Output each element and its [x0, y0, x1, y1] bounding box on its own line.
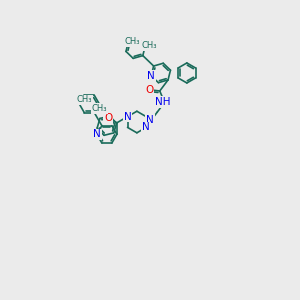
Text: N: N — [124, 112, 131, 122]
Text: O: O — [104, 113, 112, 123]
Text: CH₃: CH₃ — [124, 37, 140, 46]
Text: CH₃: CH₃ — [76, 95, 92, 104]
Text: CH₃: CH₃ — [92, 104, 107, 113]
Text: N: N — [146, 115, 154, 125]
Text: N: N — [147, 71, 155, 81]
Text: O: O — [145, 85, 153, 95]
Text: N: N — [142, 122, 150, 132]
Text: N: N — [93, 129, 101, 140]
Text: NH: NH — [155, 97, 171, 107]
Text: CH₃: CH₃ — [141, 41, 157, 50]
